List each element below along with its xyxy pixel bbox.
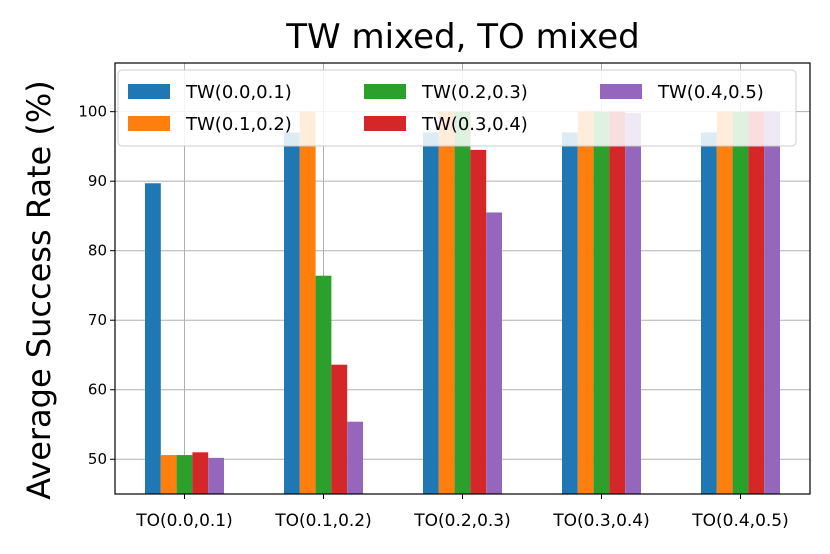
- bar: [470, 149, 487, 495]
- y-ticks: 50 60 70 80 90 100: [78, 103, 115, 468]
- bar: [748, 111, 765, 495]
- bar: [331, 364, 348, 494]
- bar: [732, 111, 749, 495]
- x-tick-label: TO(0.0,0.1): [135, 511, 233, 531]
- y-axis-label: Average Success Rate (%): [20, 80, 58, 499]
- x-tick-label: TO(0.2,0.3): [413, 511, 511, 531]
- legend-swatch: [128, 84, 170, 99]
- y-tick-label: 50: [88, 450, 107, 468]
- legend-label: TW(0.3,0.4): [421, 114, 528, 135]
- legend-label: TW(0.4,0.5): [657, 82, 764, 103]
- bar: [145, 183, 161, 494]
- y-tick-label: 90: [88, 172, 107, 190]
- legend-swatch: [364, 84, 406, 99]
- bar: [764, 111, 780, 495]
- bar: [625, 113, 641, 495]
- legend-label: TW(0.2,0.3): [421, 82, 528, 103]
- bar: [454, 111, 471, 495]
- legend-label: TW(0.0,0.1): [185, 82, 292, 103]
- bar: [176, 455, 193, 494]
- bar: [577, 111, 594, 495]
- y-tick-label: 80: [88, 242, 107, 260]
- y-tick-label: 100: [78, 103, 107, 121]
- bar: [423, 132, 439, 495]
- bar: [486, 212, 502, 495]
- x-ticks: TO(0.0,0.1) TO(0.1,0.2) TO(0.2,0.3) TO(0.3,…: [135, 494, 789, 531]
- chart-title: TW mixed, TO mixed: [285, 17, 639, 57]
- x-tick-label: TO(0.4,0.5): [691, 511, 789, 531]
- bar: [347, 421, 363, 494]
- bar: [562, 132, 578, 495]
- bar: [701, 132, 717, 495]
- bar: [160, 455, 177, 494]
- legend-swatch: [128, 116, 170, 131]
- legend-swatch: [600, 84, 642, 99]
- x-tick-label: TO(0.1,0.2): [274, 511, 372, 531]
- bar: [284, 132, 300, 495]
- bar: [438, 111, 455, 495]
- bars-group: [145, 111, 780, 495]
- legend: TW(0.0,0.1) TW(0.1,0.2) TW(0.2,0.3) TW(0.3,…: [117, 69, 797, 147]
- legend-label: TW(0.1,0.2): [185, 114, 292, 135]
- bar: [593, 111, 610, 495]
- bar: [315, 275, 332, 494]
- bar: [299, 111, 316, 495]
- y-tick-label: 70: [88, 311, 107, 329]
- bar: [208, 457, 224, 494]
- legend-swatch: [364, 116, 406, 131]
- y-tick-label: 60: [88, 381, 107, 399]
- x-tick-label: TO(0.3,0.4): [552, 511, 650, 531]
- bar: [192, 452, 209, 494]
- bar: [716, 111, 733, 495]
- bar: [609, 111, 626, 495]
